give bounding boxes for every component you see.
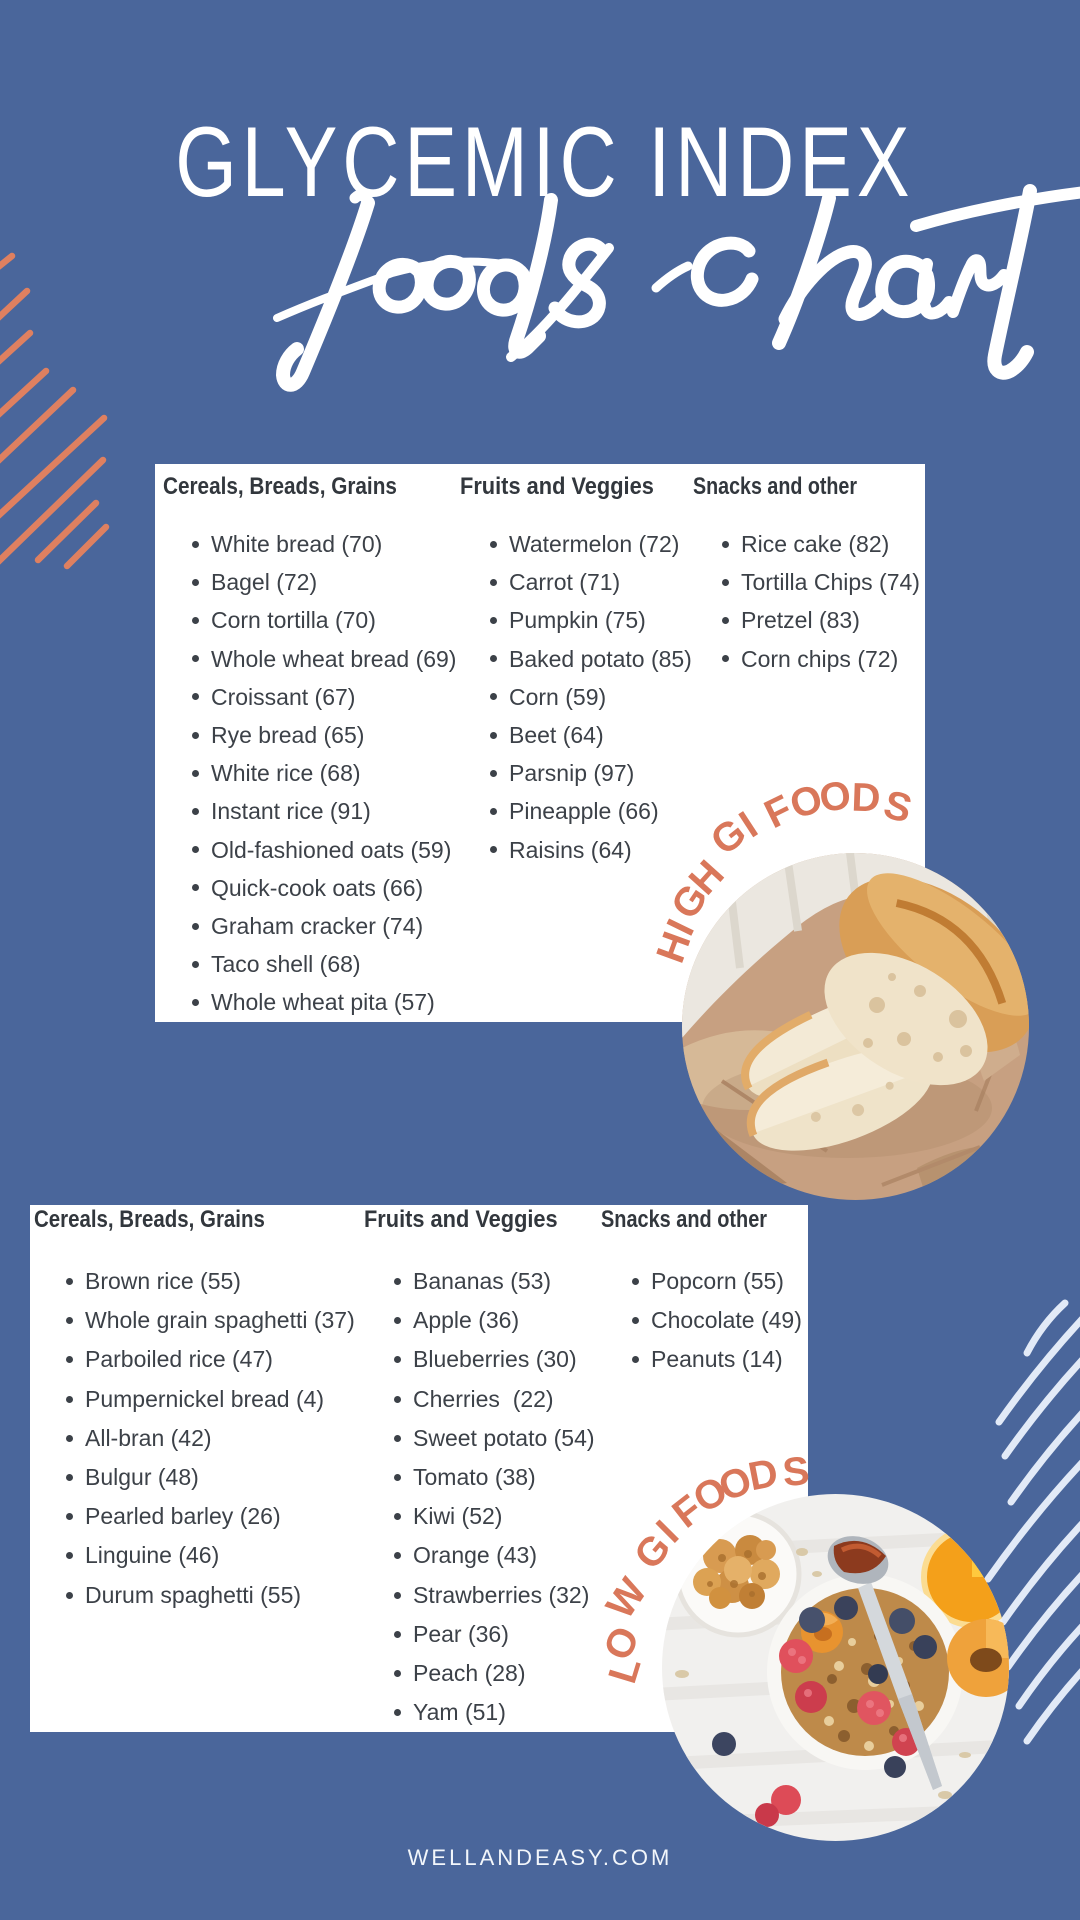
svg-text:W: W [598,1570,656,1626]
svg-text:O: O [595,1620,648,1667]
svg-text:S: S [879,782,916,831]
svg-text:S: S [781,1449,811,1495]
svg-text:D: D [851,776,881,821]
svg-text:O: O [816,773,854,821]
